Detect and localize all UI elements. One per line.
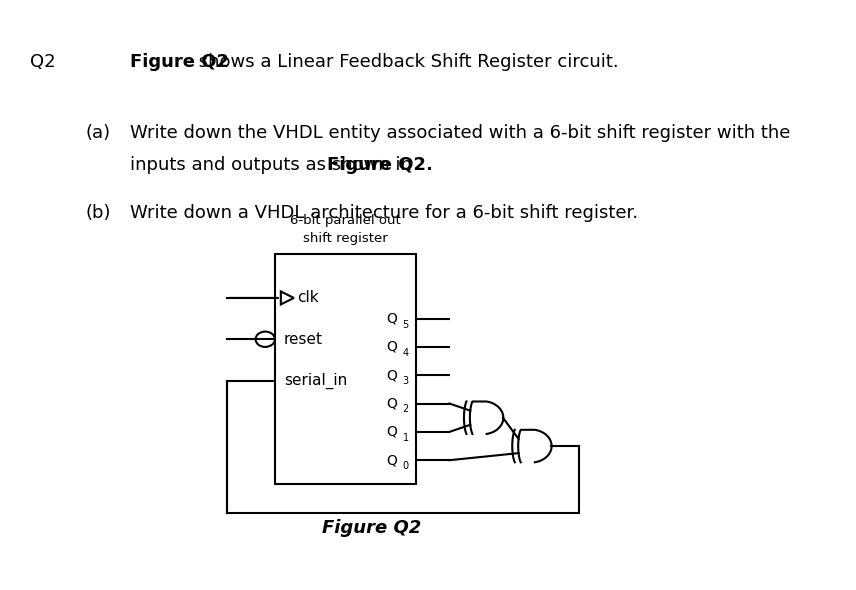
Text: serial_in: serial_in xyxy=(284,372,347,389)
Text: Write down a VHDL architecture for a 6-bit shift register.: Write down a VHDL architecture for a 6-b… xyxy=(130,204,638,222)
Text: (b): (b) xyxy=(86,204,111,222)
Text: Q: Q xyxy=(387,368,397,382)
Text: Q: Q xyxy=(387,396,397,411)
Text: clk: clk xyxy=(297,290,318,306)
Text: Figure Q2.: Figure Q2. xyxy=(327,156,433,175)
Text: 6-bit parallel out: 6-bit parallel out xyxy=(290,214,401,227)
Text: Write down the VHDL entity associated with a 6-bit shift register with the: Write down the VHDL entity associated wi… xyxy=(130,124,790,142)
Text: Figure Q2: Figure Q2 xyxy=(130,53,229,71)
Text: inputs and outputs as shown in: inputs and outputs as shown in xyxy=(130,156,418,175)
Text: 2: 2 xyxy=(402,405,408,414)
Text: 1: 1 xyxy=(402,433,408,442)
Text: 3: 3 xyxy=(402,376,408,386)
Text: 5: 5 xyxy=(402,320,408,329)
Text: Q: Q xyxy=(387,425,397,439)
Text: Q: Q xyxy=(387,340,397,354)
Text: reset: reset xyxy=(284,332,323,347)
Text: 0: 0 xyxy=(402,461,408,471)
Text: Q: Q xyxy=(387,312,397,326)
Text: shows a Linear Feedback Shift Register circuit.: shows a Linear Feedback Shift Register c… xyxy=(193,53,619,71)
Text: 4: 4 xyxy=(402,348,408,358)
Text: Q: Q xyxy=(387,453,397,467)
Text: Q2: Q2 xyxy=(30,53,56,71)
Text: shift register: shift register xyxy=(303,232,388,245)
Text: Figure Q2: Figure Q2 xyxy=(322,519,421,537)
Text: (a): (a) xyxy=(86,124,110,142)
FancyBboxPatch shape xyxy=(275,254,416,484)
